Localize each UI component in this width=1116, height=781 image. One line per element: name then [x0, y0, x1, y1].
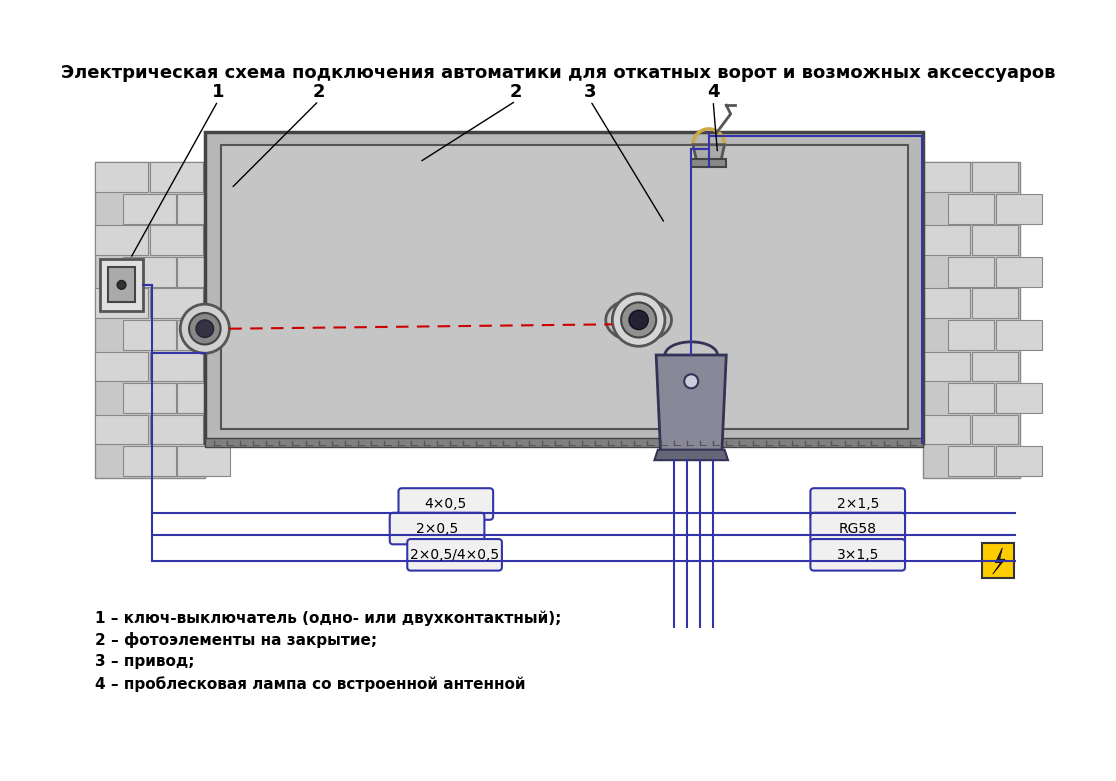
Polygon shape	[923, 162, 970, 192]
Text: 1: 1	[212, 83, 224, 101]
Circle shape	[622, 302, 656, 337]
Polygon shape	[150, 288, 203, 318]
Polygon shape	[995, 320, 1042, 350]
FancyBboxPatch shape	[810, 488, 905, 520]
Text: Электрическая схема подключения автоматики для откатных ворот и возможных аксесс: Электрическая схема подключения автомати…	[60, 64, 1056, 82]
FancyBboxPatch shape	[389, 513, 484, 544]
Text: 2×0,5/4×0,5: 2×0,5/4×0,5	[410, 547, 499, 562]
FancyBboxPatch shape	[407, 539, 502, 571]
Polygon shape	[95, 162, 205, 478]
Polygon shape	[982, 544, 1013, 579]
Polygon shape	[177, 257, 230, 287]
Text: RG58: RG58	[839, 522, 877, 536]
Polygon shape	[656, 355, 727, 451]
Polygon shape	[947, 446, 994, 476]
Polygon shape	[177, 194, 230, 223]
Polygon shape	[947, 194, 994, 223]
Polygon shape	[108, 267, 135, 302]
Text: 2×1,5: 2×1,5	[837, 497, 879, 511]
Polygon shape	[993, 547, 1006, 574]
Polygon shape	[177, 320, 230, 350]
Polygon shape	[99, 259, 144, 311]
Polygon shape	[972, 415, 1018, 444]
Polygon shape	[923, 351, 970, 381]
Polygon shape	[972, 288, 1018, 318]
FancyBboxPatch shape	[398, 488, 493, 520]
Polygon shape	[95, 415, 148, 444]
Text: 2×0,5: 2×0,5	[416, 522, 459, 536]
Polygon shape	[123, 257, 175, 287]
Circle shape	[117, 280, 126, 289]
Polygon shape	[177, 383, 230, 413]
Text: 1 – ключ-выключатель (одно- или двухконтактный);: 1 – ключ-выключатель (одно- или двухконт…	[95, 610, 561, 626]
Text: 2: 2	[510, 83, 522, 101]
Polygon shape	[123, 194, 175, 223]
Polygon shape	[95, 162, 148, 192]
FancyBboxPatch shape	[810, 513, 905, 544]
Polygon shape	[123, 320, 175, 350]
Polygon shape	[123, 446, 175, 476]
Circle shape	[189, 313, 221, 344]
FancyBboxPatch shape	[810, 539, 905, 571]
Circle shape	[181, 304, 230, 353]
Polygon shape	[923, 288, 970, 318]
Polygon shape	[150, 351, 203, 381]
Text: 3×1,5: 3×1,5	[837, 547, 879, 562]
Polygon shape	[205, 438, 923, 447]
Polygon shape	[923, 415, 970, 444]
Polygon shape	[150, 415, 203, 444]
Polygon shape	[923, 225, 970, 255]
Polygon shape	[95, 225, 148, 255]
Circle shape	[196, 320, 213, 337]
Polygon shape	[947, 383, 994, 413]
Polygon shape	[972, 225, 1018, 255]
Circle shape	[629, 310, 648, 330]
Polygon shape	[972, 351, 1018, 381]
Polygon shape	[221, 144, 907, 430]
Polygon shape	[995, 446, 1042, 476]
Polygon shape	[177, 446, 230, 476]
Circle shape	[684, 374, 699, 388]
Text: 4: 4	[706, 83, 720, 101]
Polygon shape	[95, 351, 148, 381]
Polygon shape	[947, 320, 994, 350]
Polygon shape	[693, 144, 724, 160]
Polygon shape	[995, 383, 1042, 413]
Text: 4 – проблесковая лампа со встроенной антенной: 4 – проблесковая лампа со встроенной ант…	[95, 676, 526, 691]
Polygon shape	[150, 225, 203, 255]
Polygon shape	[654, 450, 728, 460]
Text: 2: 2	[312, 83, 325, 101]
Circle shape	[613, 294, 665, 346]
Polygon shape	[923, 162, 1020, 478]
Polygon shape	[995, 257, 1042, 287]
Polygon shape	[995, 194, 1042, 223]
Text: 3 – привод;: 3 – привод;	[95, 654, 195, 669]
Polygon shape	[95, 288, 148, 318]
Polygon shape	[150, 162, 203, 192]
Polygon shape	[691, 159, 727, 166]
Text: 4×0,5: 4×0,5	[425, 497, 466, 511]
Text: 3: 3	[584, 83, 597, 101]
Text: 2 – фотоэлементы на закрытие;: 2 – фотоэлементы на закрытие;	[95, 632, 377, 647]
Polygon shape	[947, 257, 994, 287]
Polygon shape	[205, 131, 923, 443]
Polygon shape	[123, 383, 175, 413]
Polygon shape	[972, 162, 1018, 192]
